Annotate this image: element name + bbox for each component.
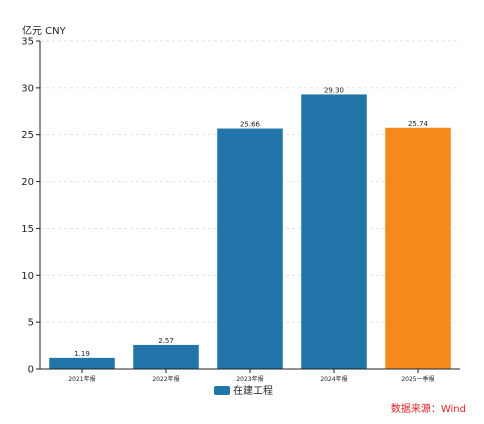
- bar: [49, 357, 115, 369]
- x-tick-label: 2025一季报: [401, 375, 434, 383]
- y-tick-label: 5: [28, 318, 34, 329]
- y-tick-label: 15: [21, 224, 34, 235]
- y-tick-label: 0: [28, 365, 34, 376]
- x-tick-label: 2022年报: [152, 375, 179, 383]
- bar: [217, 128, 283, 369]
- x-tick-label: 2021年报: [68, 375, 95, 383]
- x-axis-ticks: 2021年报 2022年报 2023年报 2024年报 2025一季报: [68, 369, 435, 383]
- bar: [385, 127, 451, 370]
- bars: [49, 94, 451, 370]
- bar: [301, 94, 367, 369]
- x-tick-label: 2024年报: [320, 375, 347, 383]
- y-tick-label: 25: [21, 130, 34, 141]
- source-note: 数据来源：Wind: [391, 402, 466, 415]
- legend-swatch: [214, 386, 230, 395]
- y-tick-label: 30: [21, 83, 34, 94]
- legend-label: 在建工程: [233, 384, 273, 397]
- y-unit-label: 亿元 CNY: [22, 24, 67, 37]
- data-label: 25.66: [240, 121, 261, 129]
- data-labels: 1.19 2.57 25.66 29.30 25.74: [74, 86, 428, 357]
- legend: 在建工程: [214, 384, 273, 397]
- y-tick-label: 20: [21, 177, 34, 188]
- y-tick-label: 35: [21, 37, 34, 48]
- bar: [133, 344, 199, 369]
- data-label: 25.74: [408, 120, 429, 128]
- data-label: 29.30: [324, 86, 344, 94]
- y-tick-label: 10: [21, 271, 34, 282]
- y-axis-ticks: 0 5 10 15 20 25 30 35: [21, 37, 40, 376]
- data-label: 1.19: [74, 350, 90, 358]
- x-tick-label: 2023年报: [236, 375, 263, 383]
- data-label: 2.57: [158, 337, 174, 345]
